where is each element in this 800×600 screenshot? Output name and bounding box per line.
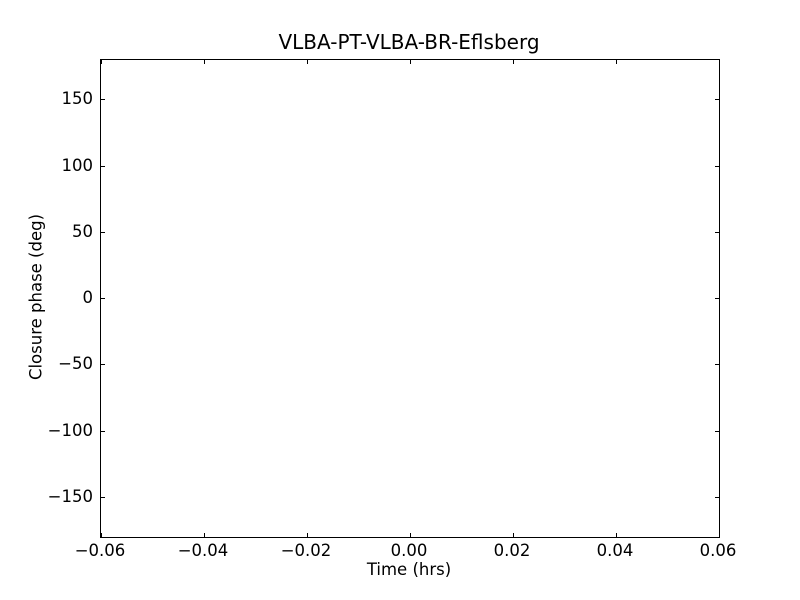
chart-title: VLBA-PT-VLBA-BR-Eflsberg (278, 30, 540, 54)
y-tick-right (715, 364, 719, 366)
y-tick-right (715, 231, 719, 233)
y-tick-label: −100 (47, 420, 93, 440)
y-tick-label: −50 (58, 354, 93, 374)
y-tick-left (101, 298, 105, 299)
plot-area (100, 59, 720, 538)
x-tick-bottom (100, 533, 102, 537)
y-tick-label: −150 (47, 486, 93, 506)
y-tick-right (715, 99, 719, 101)
x-tick-label: 0.00 (390, 541, 428, 560)
x-tick-top (615, 60, 617, 64)
x-tick-label: 0.06 (699, 541, 737, 560)
y-tick-right (715, 430, 719, 432)
y-tick-left (101, 231, 105, 233)
y-tick-label: 150 (61, 89, 94, 109)
x-tick-top (306, 60, 308, 64)
x-tick-top (718, 60, 720, 64)
y-tick-right (715, 165, 719, 167)
x-tick-top (512, 60, 514, 64)
x-tick-top (203, 60, 205, 64)
x-tick-label: 0.04 (596, 541, 634, 560)
y-tick-left (101, 430, 105, 432)
y-tick-left (101, 496, 105, 498)
x-tick-top (100, 60, 102, 64)
x-tick-label: 0.02 (493, 541, 531, 560)
x-tick-bottom (718, 533, 720, 537)
y-tick-left (101, 364, 105, 366)
x-axis-label: Time (hrs) (366, 560, 452, 579)
y-tick-left (101, 99, 105, 101)
x-tick-label: −0.02 (280, 541, 332, 560)
y-tick-right (715, 496, 719, 498)
y-tick-label: 100 (61, 155, 94, 175)
y-tick-label: 50 (72, 221, 93, 241)
y-tick-label: 0 (82, 288, 94, 307)
x-tick-label: −0.04 (177, 541, 229, 560)
x-tick-bottom (306, 533, 308, 537)
x-tick-bottom (615, 533, 617, 537)
x-tick-top (409, 60, 411, 64)
x-tick-bottom (409, 533, 411, 537)
x-tick-label: −0.06 (74, 541, 126, 560)
y-tick-right (715, 298, 719, 299)
y-tick-left (101, 165, 105, 167)
x-tick-bottom (512, 533, 514, 537)
x-tick-bottom (203, 533, 205, 537)
